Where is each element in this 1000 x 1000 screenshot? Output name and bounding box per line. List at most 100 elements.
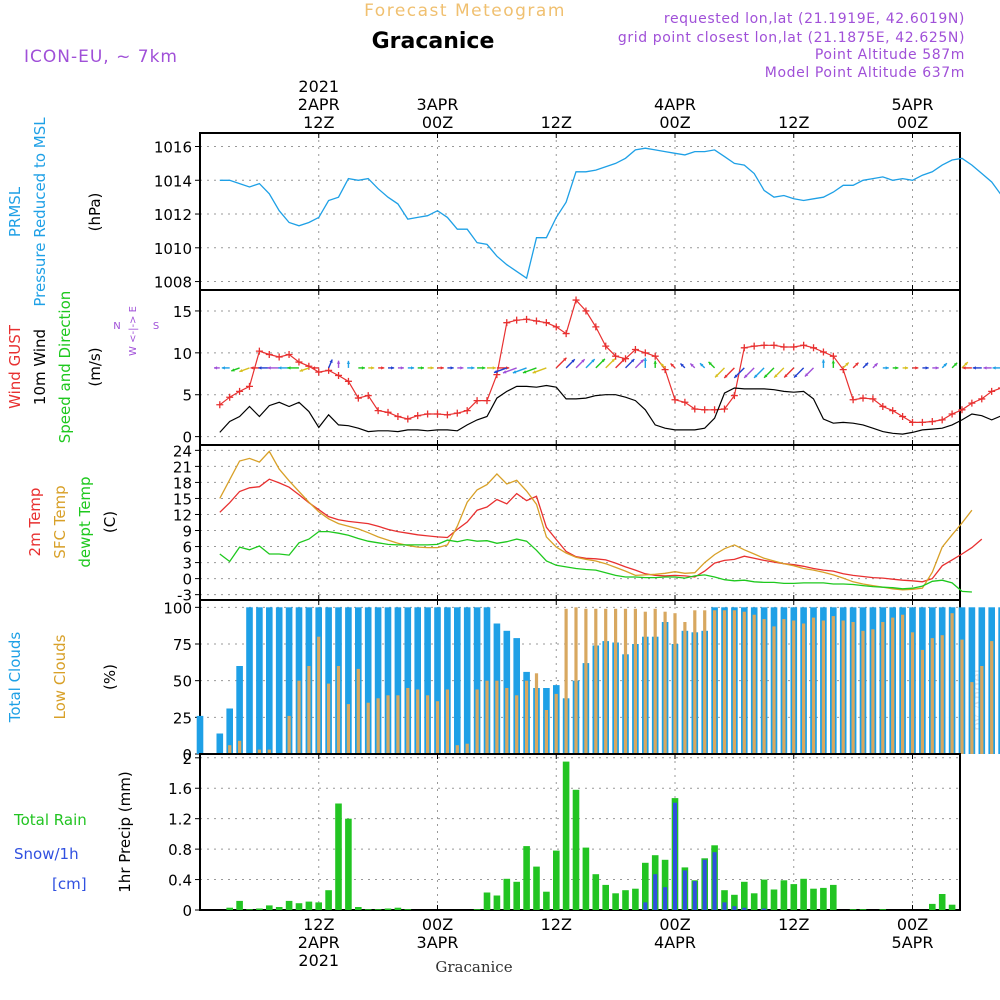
gust-marker bbox=[394, 413, 402, 421]
low-cloud-bar bbox=[376, 698, 380, 754]
y-tick-label: 12 bbox=[173, 506, 192, 524]
rain-bar bbox=[622, 890, 629, 910]
total-cloud-bar bbox=[216, 733, 224, 754]
wind-dir-arrowhead bbox=[381, 366, 385, 370]
rain-bar bbox=[830, 884, 837, 910]
gust-marker bbox=[780, 343, 788, 351]
gust-marker bbox=[572, 296, 580, 304]
wind-dir-arrowhead bbox=[905, 366, 909, 370]
gust-marker bbox=[750, 342, 758, 350]
top-title: Forecast Meteogram bbox=[364, 1, 566, 21]
low-cloud-bar bbox=[445, 689, 449, 754]
gust-marker bbox=[720, 405, 728, 413]
snow-bar bbox=[653, 874, 658, 910]
bottom-axis-label: 2APR bbox=[298, 933, 340, 952]
wind-dir-arrowhead bbox=[874, 363, 878, 367]
low-cloud-bar bbox=[732, 610, 736, 754]
low-cloud-bar bbox=[534, 673, 539, 754]
gust-marker bbox=[988, 387, 996, 395]
total-cloud-bar bbox=[285, 607, 293, 754]
wind-dir-arrowhead bbox=[482, 366, 486, 370]
rain-bar bbox=[513, 881, 520, 910]
gust-marker bbox=[998, 387, 1000, 389]
gust-marker bbox=[612, 352, 620, 360]
low-cloud-bar bbox=[950, 613, 954, 754]
panel-label: (hPa) bbox=[86, 193, 104, 232]
wind-dir-arrowhead bbox=[925, 366, 929, 370]
rain-bar bbox=[533, 866, 540, 910]
y-tick-label: 0 bbox=[182, 571, 192, 589]
low-cloud-bar bbox=[495, 680, 499, 754]
wind-dir-arrowhead bbox=[571, 359, 575, 363]
temp-line-1 bbox=[219, 450, 973, 591]
low-cloud-bar bbox=[544, 710, 548, 754]
wind-dir-arrowhead bbox=[621, 358, 625, 363]
low-cloud-bar bbox=[297, 680, 301, 754]
y-tick-label: 0.8 bbox=[168, 841, 192, 859]
snow-bar bbox=[673, 802, 677, 910]
y-tick-label: 15 bbox=[173, 303, 192, 321]
gust-marker bbox=[424, 410, 432, 418]
bottom-axis-label: 00Z bbox=[659, 915, 690, 934]
rain-bar bbox=[553, 850, 560, 910]
gust-marker bbox=[315, 368, 323, 376]
gust-marker bbox=[434, 410, 441, 418]
y-tick-label: 24 bbox=[173, 442, 192, 460]
wind-dir-arrowhead bbox=[754, 374, 758, 378]
low-cloud-bar bbox=[910, 632, 915, 754]
total-cloud-bar bbox=[434, 607, 441, 754]
y-tick-label: 5 bbox=[182, 387, 192, 405]
rain-bar bbox=[810, 888, 817, 910]
low-cloud-bar bbox=[861, 630, 865, 754]
wind-dir-arrowhead bbox=[700, 363, 704, 367]
wind-dir-arrowhead bbox=[522, 370, 527, 374]
snow-bar bbox=[712, 852, 717, 910]
panel-label: (C) bbox=[101, 511, 119, 533]
gust-marker bbox=[364, 392, 372, 400]
gust-marker bbox=[869, 395, 877, 403]
total-cloud-bar bbox=[256, 607, 263, 754]
wind-dir-arrowhead bbox=[724, 374, 728, 379]
panel-label: Speed and Direction bbox=[56, 291, 74, 444]
gust-marker bbox=[681, 398, 689, 406]
top-axis-label: 00Z bbox=[659, 113, 690, 132]
bottom-axis-label: 4APR bbox=[654, 933, 696, 952]
wind-dir-arrowhead bbox=[492, 366, 496, 370]
gust-marker bbox=[503, 319, 511, 327]
wind-dir-arrowhead bbox=[400, 366, 404, 370]
low-cloud-bar bbox=[346, 704, 350, 754]
y-tick-label: 21 bbox=[173, 458, 192, 476]
wind-dir-arrowhead bbox=[512, 370, 517, 374]
y-tick-label: 1012 bbox=[154, 206, 192, 224]
rain-bar bbox=[355, 907, 362, 910]
wind-dir-arrowhead bbox=[430, 366, 434, 370]
wind-dir-arrowhead bbox=[964, 362, 968, 366]
rain-bar bbox=[612, 893, 619, 910]
wind-dir-arrowhead bbox=[346, 360, 351, 364]
snow-bar bbox=[742, 907, 747, 910]
panel-label: Total Clouds bbox=[6, 632, 24, 724]
gust-marker bbox=[414, 412, 422, 420]
gust-marker bbox=[245, 382, 253, 390]
total-cloud-bar bbox=[444, 607, 451, 754]
gust-marker bbox=[285, 351, 293, 359]
total-cloud-bar bbox=[236, 666, 243, 754]
wind-dir-arrowhead bbox=[855, 362, 859, 366]
panel-frame bbox=[199, 132, 961, 291]
low-cloud-bar bbox=[722, 610, 727, 754]
wind-dir-arrowhead bbox=[239, 368, 243, 373]
wind-dir-arrowhead bbox=[794, 374, 798, 378]
wind-dir-arrowhead bbox=[591, 359, 595, 363]
total-cloud-bar bbox=[463, 607, 471, 754]
wind-dir-arrowhead bbox=[640, 359, 644, 363]
panel-label: 1hr Precip (mm) bbox=[116, 771, 134, 892]
gust-marker bbox=[701, 406, 709, 414]
wind-dir-arrowhead bbox=[708, 361, 712, 366]
y-tick-label: 0 bbox=[182, 429, 192, 447]
gust-marker bbox=[523, 315, 531, 323]
rain-bar bbox=[592, 874, 600, 910]
low-cloud-bar bbox=[802, 623, 806, 754]
low-cloud-bar bbox=[891, 617, 895, 754]
low-cloud-bar bbox=[515, 695, 519, 754]
